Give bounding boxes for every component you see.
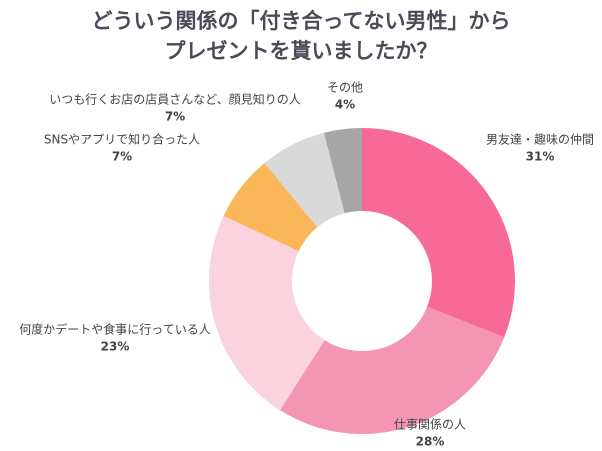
value-label: 31% — [526, 150, 555, 164]
chart-title: どういう関係の「付き合ってない男性」から — [92, 9, 511, 33]
segment-label: 仕事関係の人 — [394, 418, 466, 432]
donut-segment — [323, 128, 362, 214]
segment-label: いつも行くお店の店員さんなど、顔見知りの人 — [49, 92, 300, 107]
value-label: 7% — [165, 110, 185, 124]
segment-label: その他 — [327, 81, 363, 95]
segment-label: 何度かデートや食事に行っている人 — [19, 322, 210, 337]
donut-segment — [362, 128, 515, 338]
segment-label: SNSやアプリで知り合った人 — [44, 132, 200, 147]
value-label: 23% — [101, 340, 130, 354]
donut-segment — [223, 163, 318, 252]
segment-label: 男友達・趣味の仲間 — [486, 132, 594, 147]
chart-title: プレゼントを貰いましたか？ — [165, 39, 438, 63]
value-label: 4% — [335, 98, 355, 112]
donut-segment — [208, 215, 325, 411]
value-label: 28% — [416, 435, 445, 449]
donut-segment — [264, 132, 345, 228]
donut-segment — [280, 306, 505, 434]
value-label: 7% — [112, 150, 132, 164]
